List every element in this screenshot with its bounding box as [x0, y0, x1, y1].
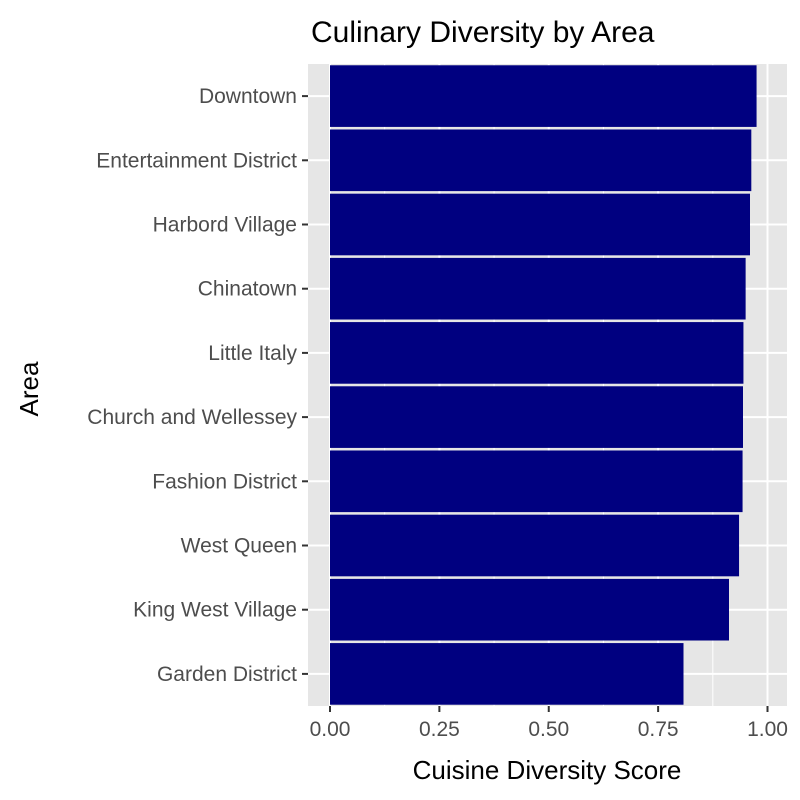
x-tick-label: 0.25: [419, 718, 460, 741]
x-tick-label: 0.50: [528, 718, 569, 741]
x-axis-title: Cuisine Diversity Score: [413, 755, 682, 785]
y-axis: Downtown Entertainment District Harbord Vi…: [87, 85, 308, 686]
bar-little-italy: [330, 322, 744, 384]
bar-garden-district: [330, 643, 684, 705]
y-tick-label: Chinatown: [198, 278, 297, 301]
x-tick-label: 0.00: [310, 718, 351, 741]
y-axis-title: Area: [14, 361, 44, 416]
y-tick-label: Church and Wellessey: [87, 406, 297, 429]
y-tick-label: West Queen: [181, 535, 297, 558]
bar-fashion-district: [330, 450, 743, 513]
x-tick-label: 1.00: [747, 718, 788, 741]
y-tick-label: Downtown: [199, 85, 297, 108]
bar-entertainment-district: [330, 129, 752, 192]
y-tick-label: Little Italy: [208, 342, 297, 365]
y-tick-label: Entertainment District: [96, 149, 297, 172]
x-tick-label: 0.75: [638, 718, 679, 741]
x-axis: 0.00 0.25 0.50 0.75 1.00: [310, 706, 788, 741]
bar-chinatown: [330, 257, 746, 320]
y-tick-label: King West Village: [133, 599, 297, 622]
y-tick-label: Garden District: [157, 663, 297, 686]
y-tick-label: Fashion District: [152, 470, 297, 493]
chart-title: Culinary Diversity by Area: [311, 16, 655, 49]
y-tick-label: Harbord Village: [153, 214, 297, 237]
bar-downtown: [330, 65, 757, 127]
bar-church-and-wellessey: [330, 386, 743, 448]
bar-harbord-village: [330, 193, 750, 256]
bar-king-west-village: [330, 578, 729, 641]
bar-west-queen: [330, 514, 740, 577]
bars: [330, 65, 757, 705]
